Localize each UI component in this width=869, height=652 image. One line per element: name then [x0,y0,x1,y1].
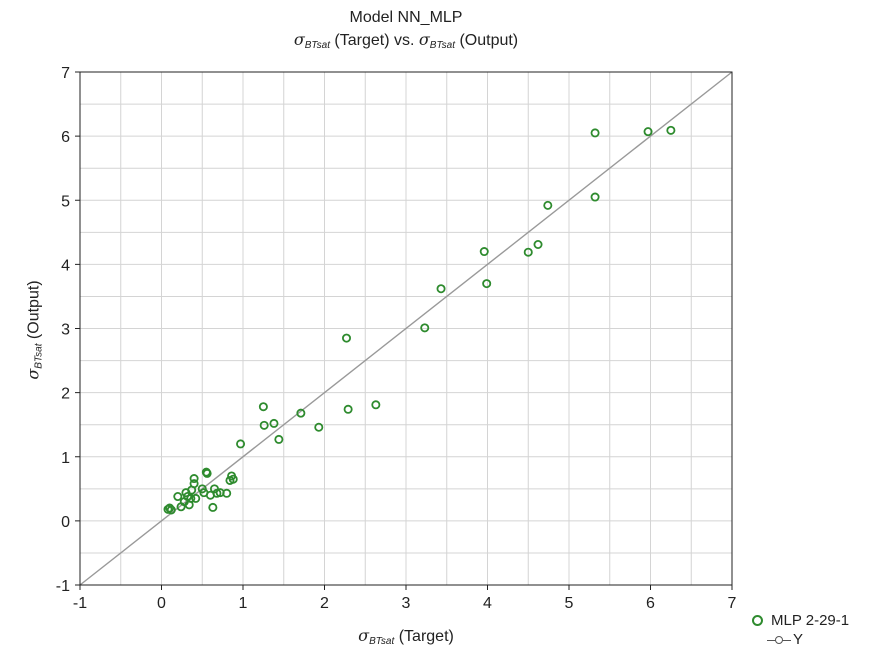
x-tick-label: 1 [239,595,248,612]
plot-frame [79,71,733,586]
x-tick-label: 5 [565,595,574,612]
y-axis-symbol: σ [23,368,43,380]
x-tick-label: 3 [402,595,411,612]
subtitle-subscript-left: BTsat [304,40,330,51]
data-point [590,192,600,202]
data-point [420,323,430,333]
data-point [186,493,196,503]
data-point [523,247,533,257]
data-point [274,434,284,444]
y-axis-text: (Output) [25,280,43,344]
data-point [590,128,600,138]
y-tick-label: 5 [61,193,70,210]
data-point [166,505,176,515]
data-point [228,474,238,484]
data-point [236,439,246,449]
data-point [533,239,543,249]
data-point [191,493,201,503]
legend-label-points: MLP 2-29-1 [771,612,850,629]
data-point [189,474,199,484]
subtitle-symbol-left: σ [293,30,305,49]
data-point [208,502,218,512]
data-point [259,420,269,430]
x-axis-symbol: σ [358,626,370,645]
data-point [479,247,489,257]
legend-entry-line: Y [752,630,849,649]
legend: MLP 2-29-1 Y [752,611,849,649]
y-tick-label: 2 [61,386,70,403]
x-tick-label: 4 [483,595,492,612]
data-point [371,400,381,410]
y-axis-label: σBTsat (Output) [24,280,45,379]
y-tick-label: 0 [61,514,70,531]
x-tick-label: 6 [646,595,655,612]
x-tick-label: 2 [320,595,329,612]
legend-label-line: Y [793,631,804,648]
chart-subtitle: σBTsat (Target) vs. σBTsat (Output) [80,30,732,51]
y-tick-label: 4 [61,257,70,274]
data-point [342,333,352,343]
subtitle-subscript-right: BTsat [429,40,455,51]
data-point [314,422,324,432]
data-point [643,127,653,137]
data-point [543,200,553,210]
data-points [163,125,676,515]
data-point [189,479,199,489]
data-point [436,284,446,294]
data-point [296,408,306,418]
line-marker-icon [767,635,791,645]
data-point [343,404,353,414]
data-point [173,492,183,502]
x-tick-label: -1 [73,595,87,612]
x-tick-label: 7 [728,595,737,612]
x-axis-label: σBTsat (Target) [80,626,732,647]
data-point [222,488,232,498]
y-tick-label: 7 [61,65,70,82]
y-tick-label: 3 [61,322,70,339]
y-axis-subscript: BTsat [33,343,45,369]
x-tick-label: 0 [157,595,166,612]
y-tick-label: -1 [56,578,70,595]
subtitle-text-left: (Target) vs. [329,32,419,49]
data-point [202,468,212,478]
y-tick-label: 1 [61,450,70,467]
data-point [666,125,676,135]
tick-labels: -1 0 1 2 3 4 5 6 7 -1 0 1 2 3 4 5 6 7 [56,65,737,612]
data-point [165,503,175,513]
y-tick-label: 6 [61,129,70,146]
chart-title: Model NN_MLP [349,9,463,26]
data-point [269,418,279,428]
circle-marker-icon [752,615,763,626]
data-point [258,402,268,412]
x-axis-text: (Target) [394,628,454,645]
data-point [482,279,492,289]
x-axis-subscript: BTsat [369,636,395,647]
legend-entry-points: MLP 2-29-1 [752,611,849,630]
subtitle-symbol-right: σ [418,30,430,49]
subtitle-text-right: (Output) [455,32,519,49]
